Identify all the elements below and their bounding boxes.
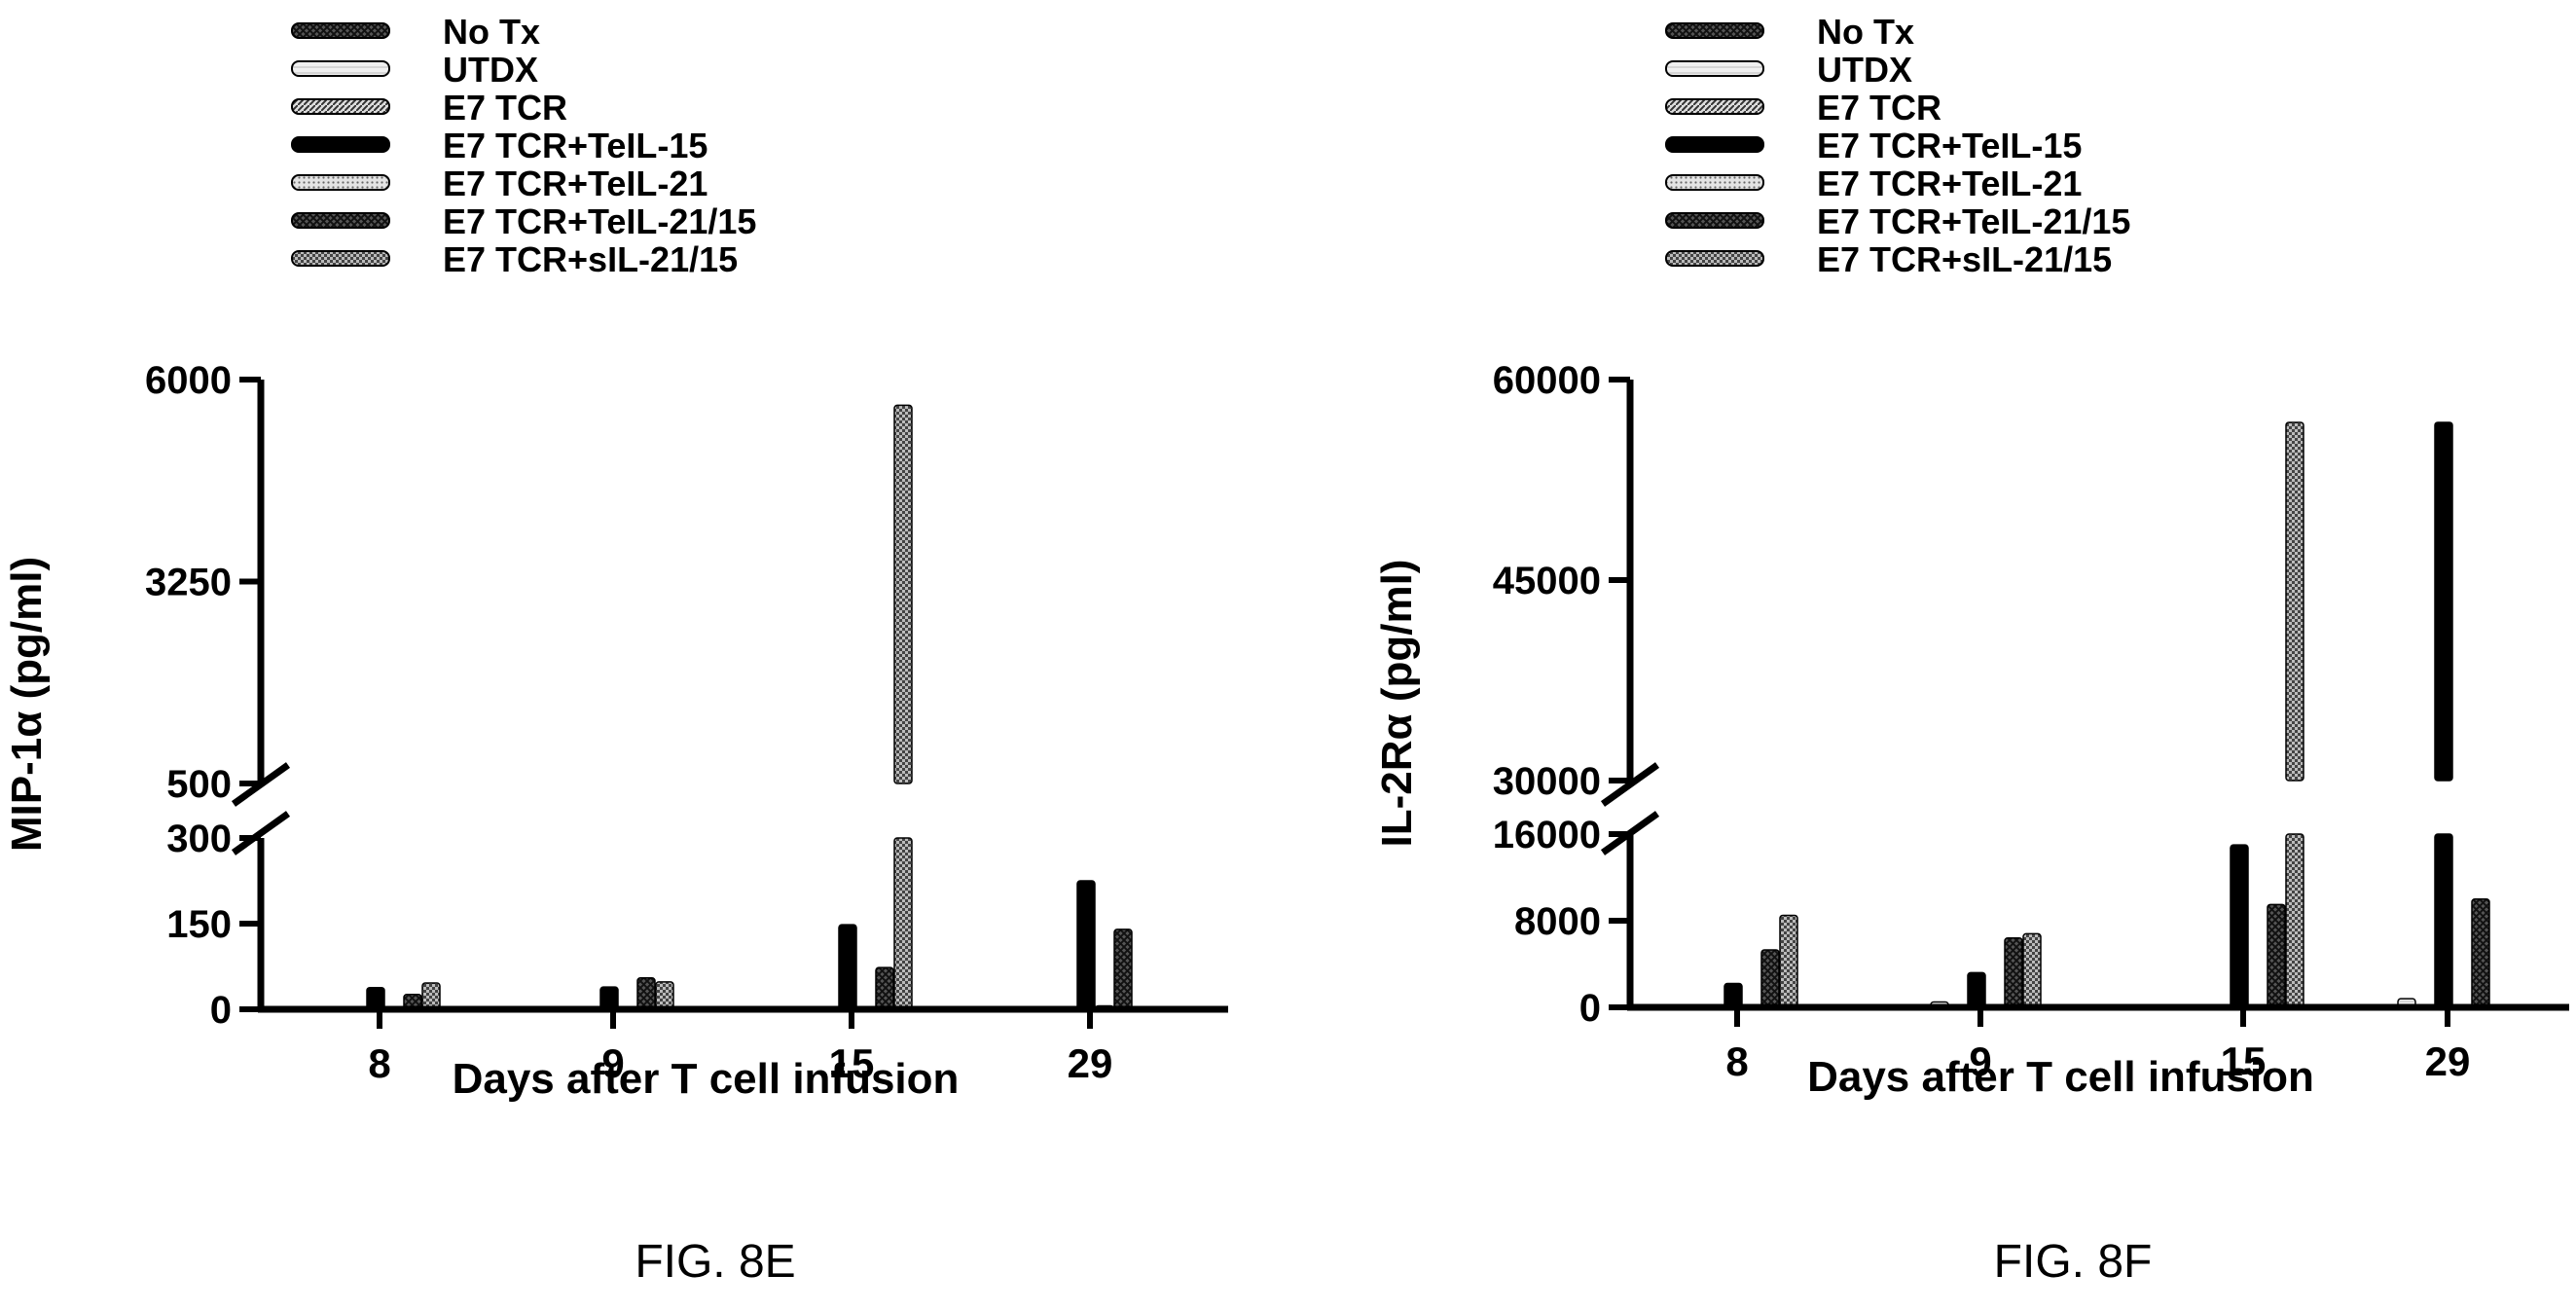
legend-label-0: No Tx (1817, 12, 1914, 52)
x-tick-label-2: 15 (829, 1040, 875, 1086)
bar-s6-c2 (893, 837, 913, 1010)
legend-swatch-4 (291, 174, 390, 191)
x-tick-label-1: 9 (1969, 1038, 1991, 1084)
bar-upper-s3-c3 (2434, 421, 2453, 782)
bar-s5-c2 (875, 966, 894, 1010)
legend-swatch-1 (291, 60, 390, 77)
legend-label-2: E7 TCR (443, 88, 567, 127)
y-tick-label-1: 150 (166, 903, 232, 946)
y-axis-title: MIP-1α (pg/ml) (3, 557, 51, 852)
legend-swatch-2 (291, 98, 390, 115)
bar-s5-c3 (2471, 898, 2490, 1008)
legend-swatch-6 (1665, 250, 1764, 267)
figure-caption: FIG. 8E (635, 1236, 795, 1288)
axis-break-mark-upper (1600, 762, 1660, 807)
y-tick-label-4: 3250 (145, 562, 232, 604)
bar-s3-c1 (1967, 971, 1986, 1008)
bar-s3-c3 (1076, 880, 1096, 1010)
legend-swatch-3 (291, 136, 390, 153)
y-tick-label-2: 300 (166, 818, 232, 860)
legend-swatch-2 (1665, 98, 1764, 115)
x-tick-label-1: 9 (601, 1040, 624, 1086)
legend-label-4: E7 TCR+TeIL-21 (443, 164, 707, 203)
bar-s3-c3 (2434, 833, 2453, 1008)
legend-swatch-0 (1665, 22, 1764, 39)
legend-label-2: E7 TCR (1817, 88, 1941, 127)
legend-swatch-3 (1665, 136, 1764, 153)
y-axis-title: IL-2Rα (pg/ml) (1373, 560, 1421, 848)
legend-swatch-1 (1665, 60, 1764, 77)
legend-swatch-4 (1665, 174, 1764, 191)
bar-upper-s6-c2 (893, 404, 913, 784)
legend-label-6: E7 TCR+sIL-21/15 (1817, 239, 2112, 279)
x-tick-label-0: 8 (1725, 1038, 1748, 1084)
legend-label-4: E7 TCR+TeIL-21 (1817, 164, 2082, 203)
bar-s3-c2 (838, 924, 857, 1010)
bar-s3-c2 (2230, 844, 2249, 1008)
y-tick-label-2: 16000 (1493, 814, 1601, 856)
bar-s5-c2 (2267, 903, 2286, 1008)
bar-s6-c1 (655, 981, 674, 1010)
y-tick-label-1: 8000 (1514, 900, 1601, 943)
y-tick-label-0: 0 (210, 989, 232, 1032)
bar-s6-c1 (2022, 932, 2042, 1008)
legend-label-5: E7 TCR+TeIL-21/15 (1817, 201, 2130, 241)
legend-swatch-0 (291, 22, 390, 39)
legend-label-1: UTDX (1817, 50, 1912, 90)
bar-s6-c0 (1779, 914, 1798, 1008)
figure-caption: FIG. 8F (1994, 1236, 2153, 1288)
x-tick-label-3: 29 (1068, 1040, 1113, 1086)
legend-swatch-5 (1665, 212, 1764, 229)
y-tick-label-5: 60000 (1493, 359, 1601, 402)
y-tick-label-3: 30000 (1493, 760, 1601, 803)
y-tick-label-0: 0 (1579, 987, 1601, 1030)
bar-s6-c2 (2285, 833, 2304, 1008)
legend-label-3: E7 TCR+TeIL-15 (443, 126, 707, 165)
bar-s5-c0 (1760, 949, 1780, 1008)
x-axis-title: Days after T cell infusion (453, 1055, 960, 1103)
legend-swatch-6 (291, 250, 390, 267)
bar-upper-s6-c2 (2285, 421, 2304, 782)
y-tick-label-5: 6000 (145, 359, 232, 402)
x-tick-label-3: 29 (2425, 1038, 2471, 1084)
legend-label-1: UTDX (443, 50, 538, 90)
y-tick-label-4: 45000 (1493, 560, 1601, 602)
y-tick-label-3: 500 (166, 763, 232, 806)
legend-label-0: No Tx (443, 12, 540, 52)
x-axis-title: Days after T cell infusion (1807, 1053, 2314, 1101)
bar-s3-c0 (1723, 982, 1743, 1008)
bar-s5-c1 (2004, 937, 2023, 1008)
bar-s6-c0 (421, 982, 441, 1010)
x-tick-label-2: 15 (2221, 1038, 2267, 1084)
bar-s5-c3 (1113, 929, 1133, 1010)
legend-label-3: E7 TCR+TeIL-15 (1817, 126, 2082, 165)
legend-label-5: E7 TCR+TeIL-21/15 (443, 201, 756, 241)
axis-break-mark-lower (231, 811, 291, 856)
legend-swatch-5 (291, 212, 390, 229)
x-tick-label-0: 8 (368, 1040, 390, 1086)
bar-s5-c1 (636, 976, 656, 1010)
legend-label-6: E7 TCR+sIL-21/15 (443, 239, 738, 279)
